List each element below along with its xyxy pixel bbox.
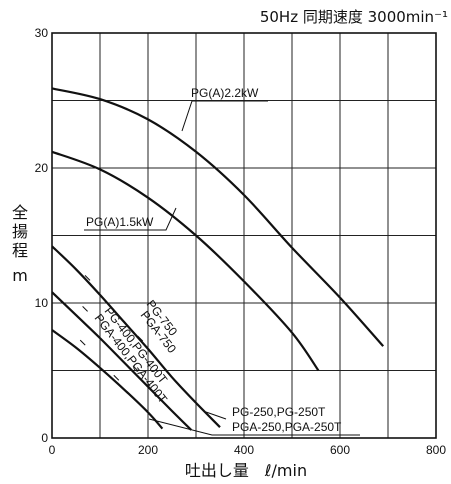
label-pg-250: PG-250,PG-250T: [232, 405, 326, 419]
leader-pga-2-2kw: [181, 100, 268, 132]
y-axis-label-unit: m: [12, 266, 28, 285]
series-line-2: [51, 150, 320, 372]
x-tick-label: 400: [234, 443, 254, 457]
x-tick-label: 200: [138, 443, 158, 457]
y-tick-label: 10: [35, 296, 49, 310]
y-axis-label-char-3: 程: [12, 241, 28, 260]
curve-tick-mark: [113, 374, 120, 381]
series-line-1: [51, 87, 385, 347]
curve-tick-mark: [84, 274, 91, 281]
series-line-4: [51, 291, 192, 431]
label-pga-1-5kw: PG(A)1.5kW: [86, 215, 154, 229]
leader-pg-250: [148, 418, 360, 436]
series-line-5: [51, 329, 164, 430]
curve-tick-mark: [132, 365, 139, 372]
curve-tick-mark: [79, 339, 86, 346]
annotations: PG(A)2.2kWPG(A)1.5kWPG-750PGA-750PG-400,…: [79, 86, 360, 436]
y-tick-label: 0: [41, 431, 48, 445]
label-pga-2-2kw: PG(A)2.2kW: [191, 86, 259, 100]
x-tick-label: 600: [330, 443, 350, 457]
y-tick-label: 20: [35, 161, 49, 175]
curve-tick-mark: [82, 306, 88, 312]
series-line-3: [51, 245, 221, 428]
y-axis-label: 全 揚 程 m: [12, 203, 28, 285]
y-axis-label-char-2: 揚: [12, 222, 28, 241]
curve-tick-mark: [137, 335, 144, 342]
leader-pg-750: [205, 411, 227, 420]
x-tick-label: 0: [49, 443, 56, 457]
leader-pga-1-5kw: [84, 207, 177, 231]
x-axis-label: 吐出し量 ℓ/min: [185, 461, 307, 480]
axis-ticks: 0 200 400 600 800 0 10 20 30: [35, 26, 447, 457]
x-tick-label: 800: [426, 443, 446, 457]
plot-frame: [51, 32, 437, 439]
curves: [51, 87, 385, 431]
label-pga-250: PGA-250,PGA-250T: [232, 420, 342, 434]
y-tick-label: 30: [35, 26, 49, 40]
y-axis-label-char-1: 全: [12, 203, 28, 222]
chart-title: 50Hz 同期速度 3000min⁻¹: [260, 8, 448, 26]
